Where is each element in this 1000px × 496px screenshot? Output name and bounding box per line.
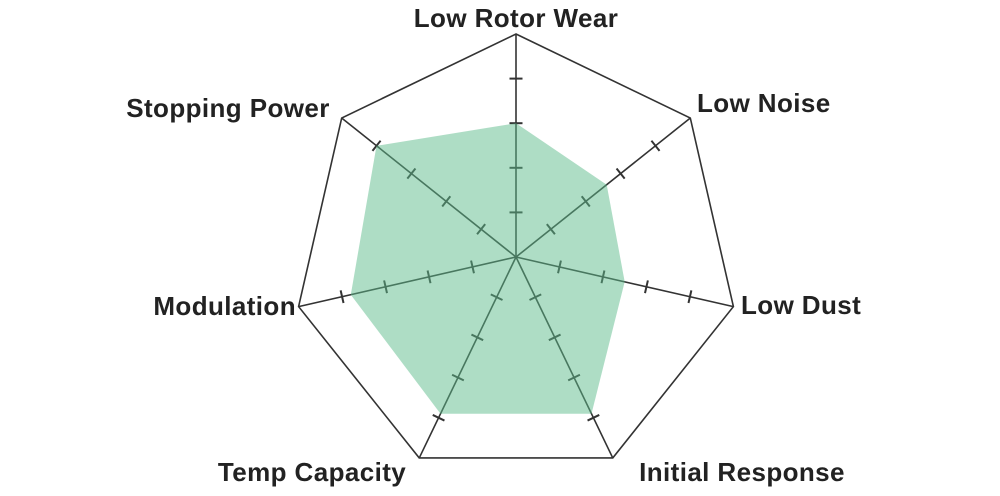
radar-axis-labels-group: Low Rotor Wear Low Noise Low Dust Initial R…: [126, 3, 861, 487]
radar-tick-mark: [371, 140, 382, 152]
radar-tick-mark: [587, 414, 600, 422]
radar-tick-mark: [687, 290, 693, 304]
axis-label-modulation: Modulation: [153, 291, 296, 321]
radar-tick-mark: [339, 290, 345, 304]
radar-data-polygon-group: [350, 123, 625, 414]
radar-tick-mark: [644, 280, 649, 294]
axis-label-low-rotor-wear: Low Rotor Wear: [414, 3, 618, 33]
radar-tick-mark: [432, 414, 445, 422]
radar-tick-mark: [650, 140, 661, 152]
radar-tick-mark: [615, 167, 626, 180]
axis-label-low-noise: Low Noise: [697, 88, 831, 118]
radar-outer-border: [297, 33, 735, 459]
axis-label-low-dust: Low Dust: [741, 290, 861, 320]
axis-label-temp-capacity: Temp Capacity: [218, 457, 406, 487]
axis-label-stopping-power: Stopping Power: [126, 93, 329, 123]
radar-data-polygon: [350, 123, 625, 414]
axis-label-initial-response: Initial Response: [639, 457, 845, 487]
radar-outer-border-group: [297, 33, 735, 459]
